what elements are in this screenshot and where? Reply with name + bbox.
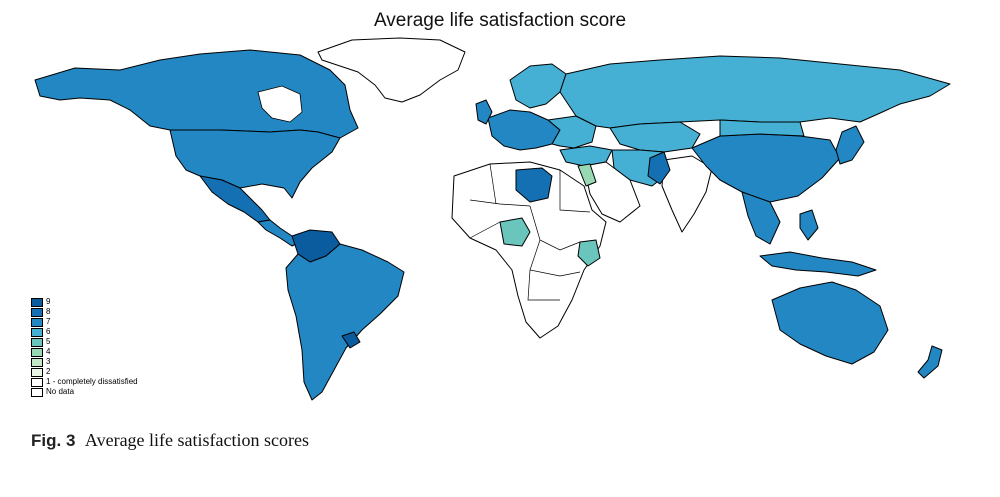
region-mongolia (719, 119, 805, 137)
region-pakistan (647, 151, 671, 185)
legend-swatch (31, 307, 43, 317)
africa-borders (469, 163, 591, 301)
legend-label: 9 (46, 297, 51, 306)
legend-item: 1 - completely dissatisfied (31, 377, 138, 387)
region-libya (515, 167, 553, 203)
region-japan (835, 125, 865, 165)
region-central-asia (609, 121, 701, 153)
region-uk (475, 99, 493, 125)
region-australia (771, 281, 889, 365)
legend-item: 6 (31, 327, 138, 337)
region-russia (559, 55, 951, 129)
legend-swatch (31, 337, 43, 347)
hudson-bay (257, 85, 303, 123)
figure-number: Fig. 3 (31, 431, 76, 450)
region-south-america (285, 243, 405, 401)
legend-label: 5 (46, 337, 51, 346)
legend-item: 7 (31, 317, 138, 327)
region-philippines (799, 209, 819, 241)
region-indonesia (759, 251, 877, 277)
legend-label: No data (46, 387, 75, 396)
legend-label: 4 (46, 347, 51, 356)
region-greenland (317, 37, 466, 103)
legend-item: 8 (31, 307, 138, 317)
region-uruguay (341, 331, 361, 349)
legend-item: 2 (31, 367, 138, 377)
legend-swatch (31, 367, 43, 377)
figure-caption: Fig. 3 Average life satisfaction scores (31, 430, 309, 451)
legend: 9 8 7 6 5 4 3 2 1 - completely dissatisf… (31, 297, 138, 397)
region-scandinavia (509, 63, 567, 109)
figure-caption-text: Average life satisfaction scores (84, 430, 309, 450)
legend-label: 2 (46, 367, 51, 376)
legend-label: 6 (46, 327, 51, 336)
legend-item: 5 (31, 337, 138, 347)
region-india (661, 155, 713, 233)
legend-item: 3 (31, 357, 138, 367)
legend-swatch (31, 347, 43, 357)
region-kenya (577, 239, 601, 267)
region-china (691, 133, 841, 203)
region-southeast-asia (741, 191, 781, 245)
region-usa (169, 129, 341, 199)
legend-item: 9 (31, 297, 138, 307)
region-canada (34, 49, 359, 139)
region-new-zealand (917, 345, 943, 379)
legend-swatch (31, 317, 43, 327)
region-nigeria (499, 217, 531, 247)
map-title: Average life satisfaction score (373, 10, 627, 31)
legend-item: No data (31, 387, 138, 397)
region-levant (577, 163, 597, 187)
legend-label: 8 (46, 307, 51, 316)
legend-item: 4 (31, 347, 138, 357)
legend-label: 7 (46, 317, 51, 326)
region-arabia (583, 161, 641, 223)
legend-swatch (31, 387, 43, 397)
legend-label: 3 (46, 357, 51, 366)
region-europe-west (487, 109, 561, 151)
legend-swatch (31, 297, 43, 307)
legend-swatch (31, 377, 43, 387)
legend-label: 1 - completely dissatisfied (46, 377, 138, 386)
legend-swatch (31, 327, 43, 337)
legend-swatch (31, 357, 43, 367)
world-map (34, 37, 951, 401)
